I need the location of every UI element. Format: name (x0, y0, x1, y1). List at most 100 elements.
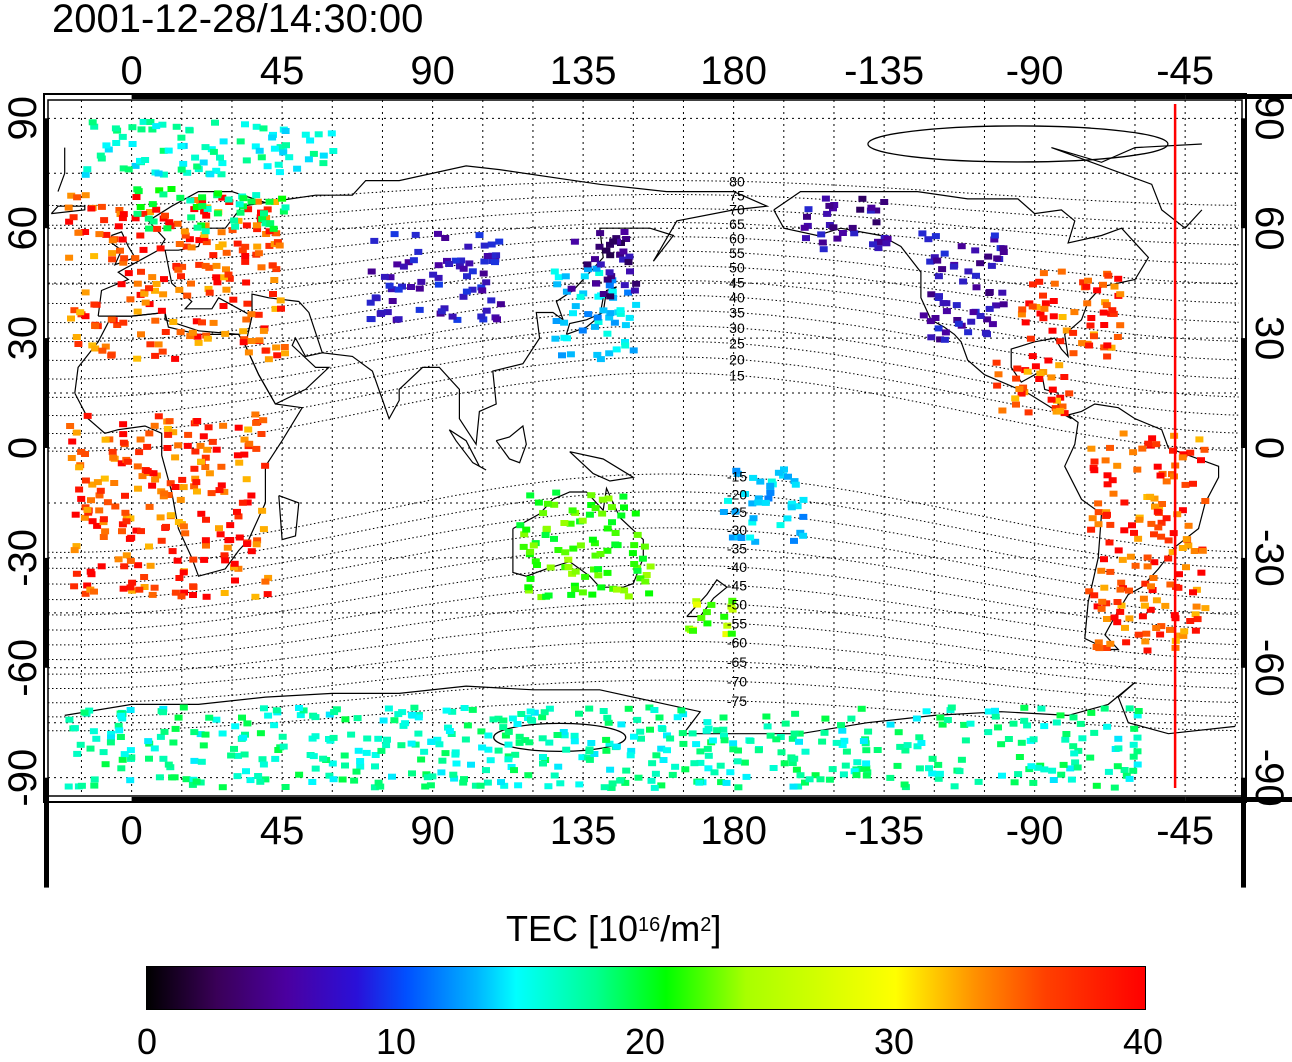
tec-pixel (972, 272, 980, 279)
tec-pixel (195, 261, 204, 268)
tec-pixel (741, 491, 750, 497)
tec-pixel (166, 480, 175, 487)
tec-pixel (529, 542, 538, 549)
tec-pixel (1114, 735, 1123, 742)
tec-pixel (437, 769, 446, 776)
tec-pixel (407, 284, 415, 290)
tec-pixel (499, 717, 508, 724)
tec-pixel (852, 772, 861, 779)
tec-pixel (159, 709, 167, 716)
tec-pixel (114, 556, 123, 563)
tec-pixel (1198, 547, 1207, 554)
tec-pixel (352, 768, 361, 775)
tec-pixel (862, 760, 871, 767)
tec-pixel (862, 747, 871, 754)
tec-pixel (1190, 548, 1199, 554)
tec-pixel (87, 497, 95, 504)
tec-pixel (859, 738, 868, 744)
tec-pixel (1078, 340, 1087, 347)
tec-pixel (128, 587, 137, 594)
tec-pixel (1009, 720, 1018, 727)
tec-pixel (1113, 763, 1122, 770)
tec-pixel (189, 556, 198, 563)
tec-pixel (253, 243, 262, 250)
tec-pixel (188, 329, 197, 336)
tec-pixel (1085, 342, 1094, 349)
tec-pixel (108, 256, 117, 263)
magnetic-latitude-contour (47, 180, 1239, 206)
tec-pixel (779, 472, 788, 479)
tec-pixel (354, 747, 363, 754)
tec-pixel (585, 756, 594, 763)
tec-pixel (409, 257, 418, 264)
tec-pixel (128, 141, 137, 147)
tec-pixel (952, 302, 961, 309)
tec-pixel (90, 301, 99, 308)
lat-tick-label-right: 0 (1247, 437, 1291, 459)
tec-pixel (211, 119, 219, 126)
tec-pixel (882, 240, 891, 247)
tec-pixel (1078, 735, 1087, 742)
tec-pixel (159, 705, 168, 712)
tec-pixel (145, 430, 154, 437)
tec-pixel (1149, 575, 1158, 581)
tec-pixel (150, 422, 159, 429)
lat-tick-label-right: -30 (1247, 529, 1291, 587)
tec-pixel (689, 627, 697, 634)
tec-pixel (1029, 736, 1038, 743)
tec-pixel (241, 258, 250, 265)
tec-pixel (539, 754, 547, 760)
tec-pixel (177, 143, 186, 150)
tec-pixel (567, 285, 576, 292)
tec-pixel (116, 734, 125, 740)
tec-pixel (988, 321, 997, 328)
tec-pixel (1051, 405, 1060, 412)
tec-pixel (1148, 435, 1157, 442)
tec-pixel (605, 350, 614, 357)
tec-pixel (227, 752, 236, 759)
tec-pixel (462, 288, 471, 295)
tec-pixel (187, 280, 195, 287)
tec-pixel (658, 726, 667, 732)
tec-pixel (647, 777, 656, 784)
tec-pixel (587, 502, 596, 508)
tec-pixel (174, 266, 183, 273)
tec-pixel (295, 705, 303, 711)
tec-pixel (1015, 386, 1024, 392)
tec-pixel (274, 747, 283, 753)
tec-pixel (228, 227, 237, 234)
tec-pixel (152, 281, 161, 287)
tec-pixel (1178, 454, 1187, 461)
lat-tick-label-right: -60 (1247, 639, 1291, 697)
tec-pixel (1173, 511, 1182, 518)
tec-pixel (101, 436, 110, 443)
tec-pixel (1094, 509, 1103, 516)
lon-tick-label-top: 135 (550, 49, 617, 93)
tec-pixel (193, 333, 202, 340)
lon-tick-label-top: 180 (700, 49, 767, 93)
tec-pixel (108, 448, 117, 455)
tec-pixel (596, 551, 605, 557)
tec-pixel (233, 773, 242, 780)
tec-pixel (599, 307, 608, 314)
tec-pixel (184, 431, 193, 438)
tec-pixel (204, 285, 213, 292)
tec-pixel (417, 278, 426, 285)
tec-pixel (271, 305, 280, 312)
tec-pixel (1133, 712, 1142, 719)
tec-pixel (198, 319, 206, 326)
tec-pixel (124, 166, 133, 173)
tec-pixel (728, 606, 737, 613)
tec-pixel (594, 319, 603, 325)
tec-pixel (133, 210, 142, 217)
tec-pixel (445, 261, 454, 267)
tec-pixel (631, 510, 640, 517)
tec-pixel (122, 518, 131, 525)
tec-pixel (804, 206, 813, 213)
tec-pixel (173, 557, 182, 564)
tec-pixel (1101, 457, 1110, 464)
tec-pixel (564, 556, 573, 563)
tec-pixel (146, 341, 155, 348)
tec-pixel (1164, 537, 1173, 544)
tec-pixel (695, 779, 704, 786)
